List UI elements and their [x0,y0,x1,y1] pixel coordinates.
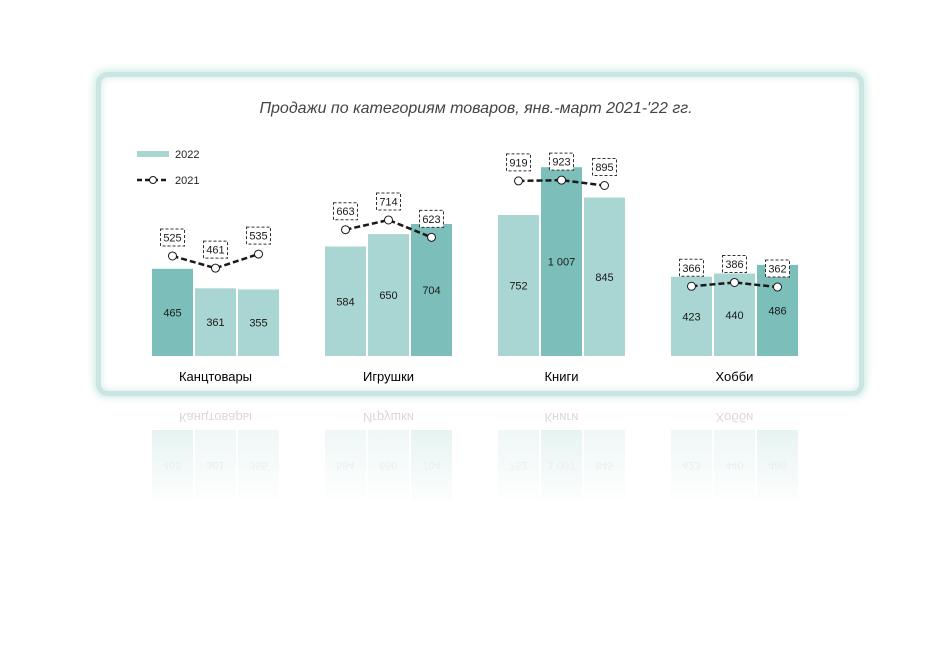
bar-2-1 [541,167,582,356]
callout-label: 362 [768,264,786,276]
bar-2-2 [584,197,625,356]
callout-label: 714 [379,196,397,208]
bar-value-label: 752 [509,281,527,293]
callout-label: 525 [163,232,181,244]
callout-label: 535 [249,231,267,243]
category-label: Хобби [716,369,754,384]
bar-1-0 [325,246,366,356]
line-marker [168,251,177,261]
bar-value-label: 440 [725,310,743,322]
callout-box [765,259,790,278]
callout-box [333,202,358,221]
chart-title: Продажи по категориям товаров, янв.-март… [259,100,692,117]
callout-box [722,254,747,273]
callout-box [419,209,444,228]
bar-0-1 [195,288,236,356]
bar-value-label: 584 [336,296,354,308]
bar-value-label: 845 [595,272,613,284]
line-marker [514,176,523,186]
callout-label: 623 [422,214,440,226]
bar-value-label: 355 [249,318,267,330]
line-2021-3 [691,281,778,289]
bar-value-label: 650 [379,290,397,302]
callout-box [376,192,401,211]
line-2021-0 [172,252,259,270]
callout-label: 919 [509,157,527,169]
callout-box [592,158,617,177]
legend-swatch-2022 [137,151,169,157]
callout-box [679,258,704,277]
category-label: Книги [544,369,578,384]
bar-value-label: 486 [768,305,786,317]
line-2021-2 [518,178,605,187]
category-label: Игрушки [363,369,414,384]
bar-0-2 [238,289,279,356]
line-marker [427,232,436,242]
line-marker [211,263,220,273]
line-marker [600,181,609,191]
callout-label: 386 [725,259,743,271]
callout-label: 366 [682,263,700,275]
line-marker [687,281,696,291]
legend-label-2022: 2022 [175,149,199,161]
legend-marker-2021 [149,176,157,184]
line-2021-1 [345,218,432,239]
callout-label: 923 [552,157,570,169]
legend-label-2021: 2021 [175,175,199,187]
bar-2-0 [498,215,539,356]
callout-label: 461 [206,245,224,257]
callout-label: 895 [595,162,613,174]
bar-3-1 [714,273,755,356]
line-marker [730,277,739,287]
bar-1-1 [368,234,409,356]
line-marker [773,282,782,292]
bars-layer: 465 361 355 584 650 704 752 1 007 845 423 440 486 [152,167,798,356]
callout-box [246,226,271,245]
callouts-layer: 525 461 535 663 714 623 919 923 895 366 386 362 [160,152,790,278]
lines-layer [168,175,782,292]
callout-box [203,240,228,259]
callout-label: 663 [336,206,354,218]
bar-0-0 [152,268,193,356]
category-labels: Канцтовары Игрушки Книги Хобби [179,369,753,384]
line-marker [341,225,350,235]
callout-box [160,228,185,247]
bar-1-2 [411,224,452,356]
bar-value-label: 1 007 [548,257,576,269]
bar-value-label: 361 [206,317,224,329]
bar-3-2 [757,264,798,356]
line-marker [557,175,566,185]
reflection-fade [90,398,870,508]
line-marker [254,249,263,259]
legend: 2022 2021 [137,149,199,187]
callout-box [549,152,574,171]
bar-value-label: 704 [422,285,440,297]
category-label: Канцтовары [179,369,252,384]
callout-box [506,153,531,172]
bar-value-label: 423 [682,311,700,323]
bar-value-label: 465 [163,307,181,319]
line-marker [384,215,393,225]
